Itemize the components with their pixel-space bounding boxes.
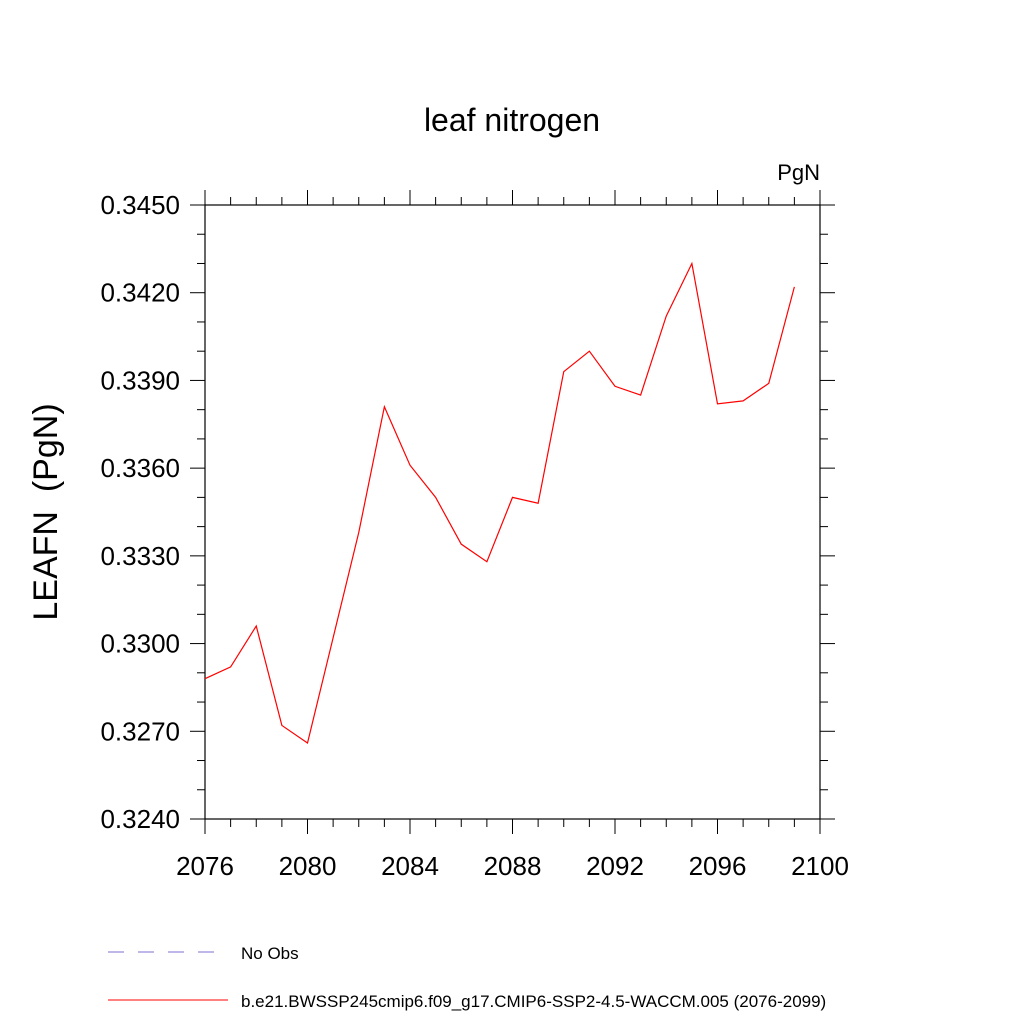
x-tick-label: 2080 bbox=[279, 851, 337, 881]
axis-tick-labels: 2076 2080 2084 2088 2092 2096 2100 0.3240 0.3270… bbox=[100, 190, 848, 881]
data-point bbox=[511, 496, 514, 499]
legend-label: b.e21.BWSSP245cmip6.f09_g17.CMIP6-SSP2-4… bbox=[241, 992, 826, 1011]
data-point bbox=[460, 543, 463, 546]
x-tick-label: 2092 bbox=[586, 851, 644, 881]
data-point bbox=[229, 665, 232, 668]
data-point bbox=[562, 370, 565, 373]
y-tick-label: 0.3390 bbox=[100, 365, 180, 395]
legend-label: No Obs bbox=[241, 944, 299, 963]
data-point bbox=[280, 724, 283, 727]
data-point bbox=[767, 382, 770, 385]
data-point bbox=[639, 394, 642, 397]
data-point bbox=[204, 677, 207, 680]
axis-ticks bbox=[190, 190, 835, 834]
legend: No Obs b.e21.BWSSP245cmip6.f09_g17.CMIP6-… bbox=[108, 944, 826, 1011]
plot-frame bbox=[204, 204, 821, 820]
data-point bbox=[383, 405, 386, 408]
y-tick-label: 0.3270 bbox=[100, 716, 180, 746]
x-tick-label: 2096 bbox=[689, 851, 747, 881]
y-tick-label: 0.3240 bbox=[100, 804, 180, 834]
units-label: PgN bbox=[777, 160, 820, 185]
x-tick-label: 2076 bbox=[176, 851, 234, 881]
data-point bbox=[742, 399, 745, 402]
data-point bbox=[255, 625, 258, 628]
data-point bbox=[332, 636, 335, 639]
data-point bbox=[306, 741, 309, 744]
y-tick-label: 0.3330 bbox=[100, 541, 180, 571]
y-tick-label: 0.3450 bbox=[100, 190, 180, 220]
data-point bbox=[409, 464, 412, 467]
data-point bbox=[357, 531, 360, 534]
data-point bbox=[614, 385, 617, 388]
data-point bbox=[434, 496, 437, 499]
data-point bbox=[537, 502, 540, 505]
x-tick-label: 2100 bbox=[791, 851, 849, 881]
data-point bbox=[793, 285, 796, 288]
data-point bbox=[690, 262, 693, 265]
data-point bbox=[665, 315, 668, 318]
data-point bbox=[485, 560, 488, 563]
y-tick-label: 0.3360 bbox=[100, 453, 180, 483]
y-tick-label: 0.3300 bbox=[100, 629, 180, 659]
chart-title: leaf nitrogen bbox=[424, 102, 600, 138]
y-tick-label: 0.3420 bbox=[100, 278, 180, 308]
series-layer bbox=[204, 261, 796, 744]
series-line bbox=[204, 261, 795, 744]
x-tick-label: 2084 bbox=[381, 851, 439, 881]
data-point bbox=[716, 402, 719, 405]
x-tick-label: 2088 bbox=[484, 851, 542, 881]
data-point bbox=[588, 350, 591, 353]
y-axis-label: LEAFN (PgN) bbox=[27, 403, 65, 620]
